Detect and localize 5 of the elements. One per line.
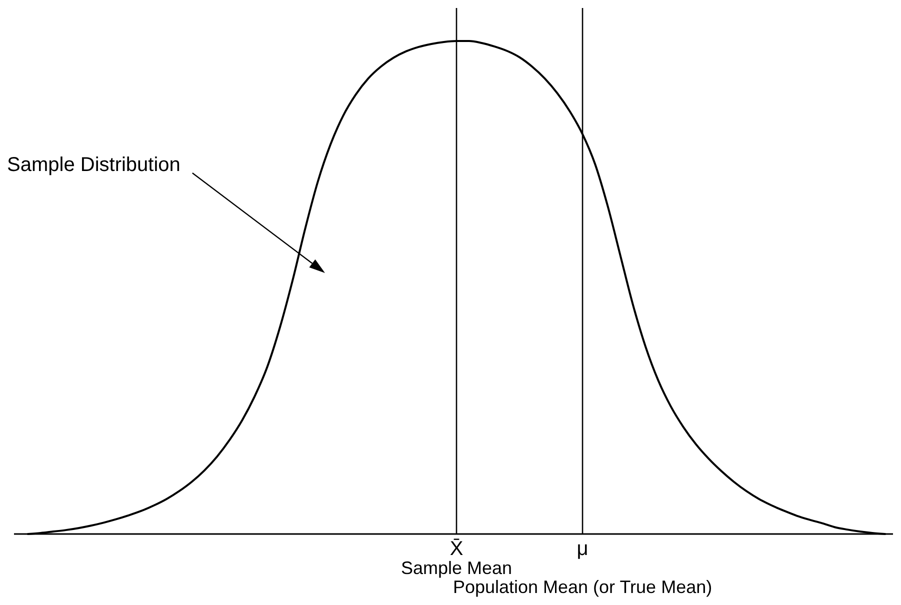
x-tick-label: X̄ — [450, 538, 464, 560]
ref-line-label: Sample Mean — [400, 558, 512, 578]
x-tick-label: μ — [576, 538, 588, 560]
ref-line-label: Population Mean (or True Mean) — [452, 577, 712, 597]
annotation: Sample Distribution — [7, 154, 180, 176]
